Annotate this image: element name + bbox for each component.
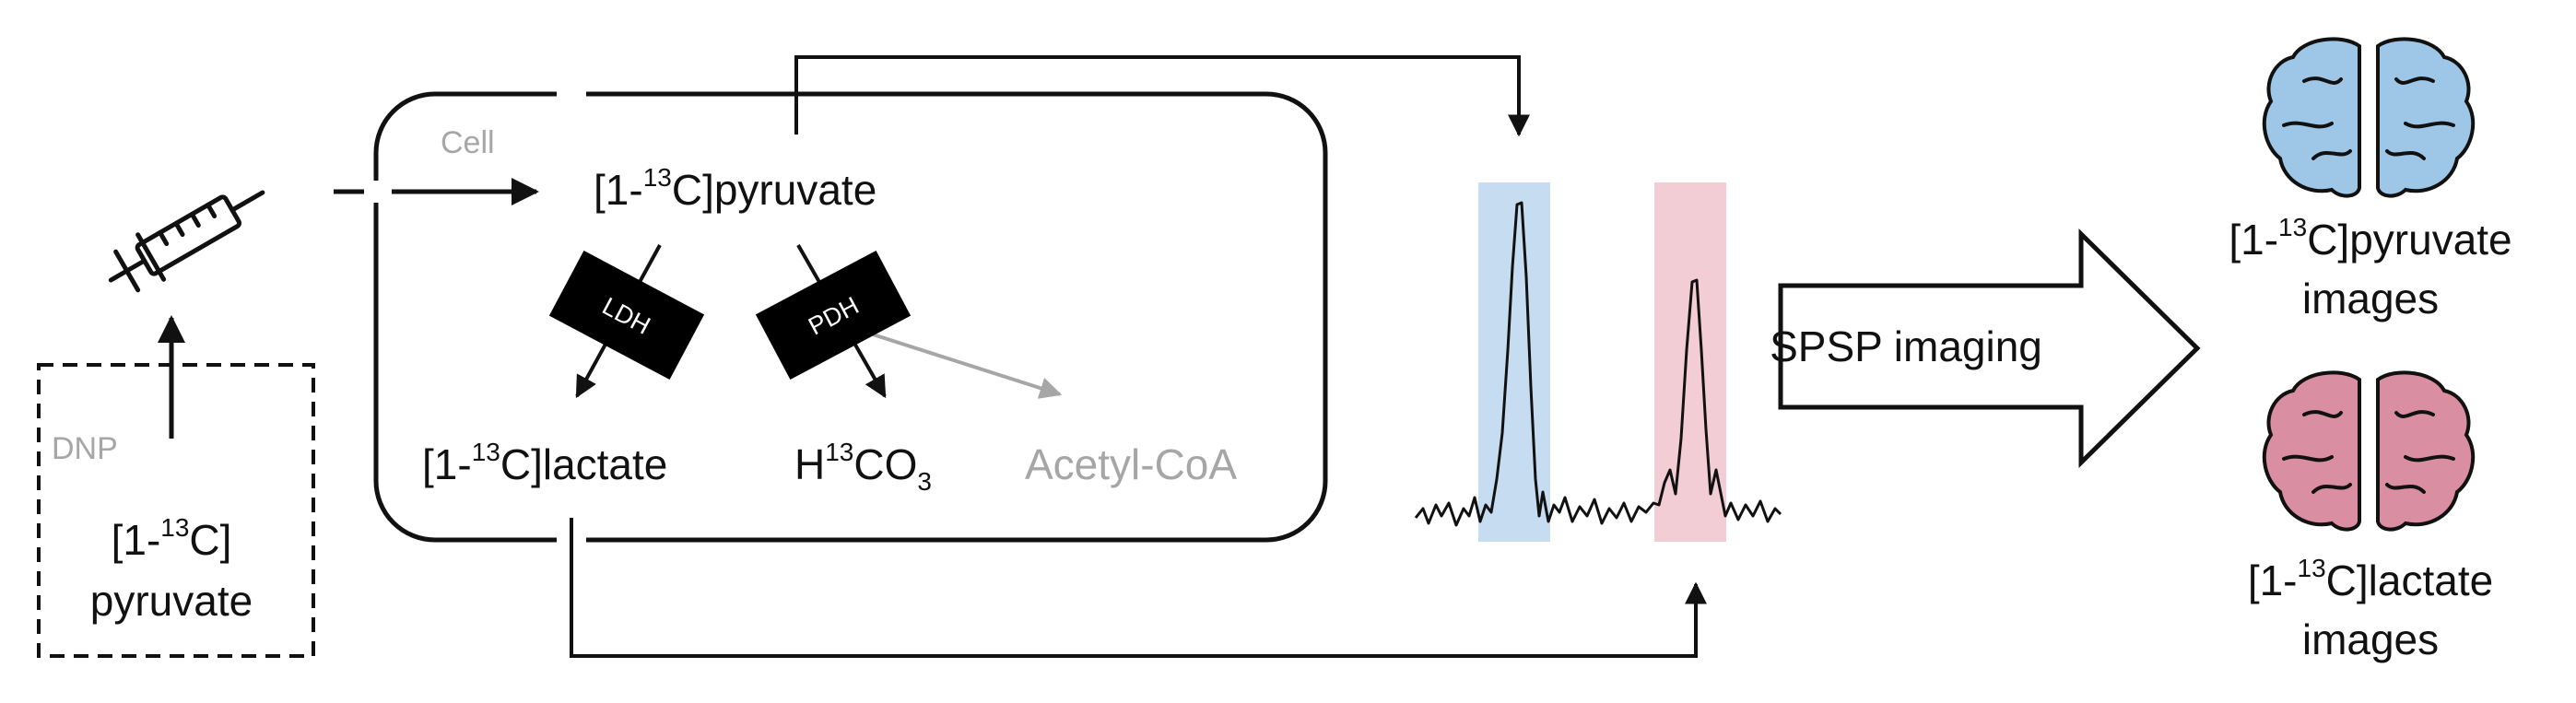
dnp-tag: DNP — [52, 431, 118, 466]
lactate-images-line2: images — [2302, 615, 2439, 663]
lactate-band — [1654, 182, 1726, 542]
cell-tag: Cell — [441, 125, 495, 160]
bicarbonate-label: H13CO3 — [794, 438, 932, 496]
spsp-imaging-label: SPSP imaging — [1770, 322, 2042, 370]
dnp-box: DNP [1-13C] pyruvate — [37, 363, 315, 658]
lactate-to-spectrum-arrow — [570, 518, 1707, 658]
dnp-pyruvate-line1: [1-13C] — [112, 513, 232, 564]
pdh-to-acetyl-coa-arrow — [869, 332, 1063, 399]
lactate-images-line1: [1-13C]lactate — [2248, 554, 2493, 604]
spectrum — [1414, 182, 1782, 542]
spsp-imaging-arrow: SPSP imaging — [1770, 228, 2201, 468]
brain-icon — [2262, 370, 2476, 532]
cell-boundary — [373, 91, 1328, 543]
spectrum-trace — [1414, 201, 1782, 527]
ldh-enzyme-box: LDH — [548, 250, 705, 381]
pyruvate-images-line1: [1-13C]pyruvate — [2229, 213, 2511, 264]
syringe-icon — [108, 190, 265, 293]
pdh-enzyme-box: PDH — [755, 250, 912, 381]
acetyl-coa-label: Acetyl-CoA — [1025, 440, 1237, 488]
cell-pyruvate-label: [1-13C]pyruvate — [594, 163, 876, 214]
brain-icon — [2262, 37, 2476, 198]
pyruvate-to-spectrum-arrow — [794, 55, 1530, 137]
dnp-pyruvate-line2: pyruvate — [90, 577, 253, 625]
cell-lactate-label: [1-13C]lactate — [422, 438, 667, 488]
pyruvate-images-line2: images — [2302, 275, 2439, 322]
